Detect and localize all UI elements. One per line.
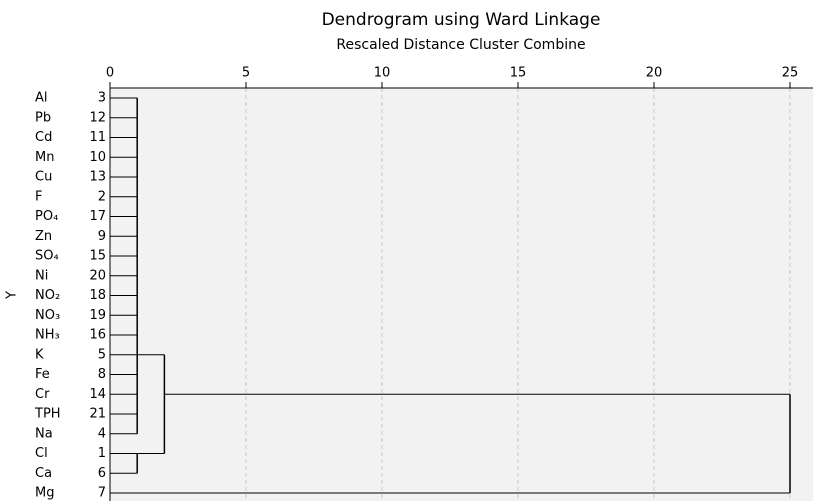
leaf-number: 3	[98, 91, 106, 106]
leaf-name: NH₃	[35, 328, 60, 343]
leaf-number: 6	[98, 466, 106, 481]
leaf-number: 21	[89, 407, 106, 422]
leaf-name: Zn	[35, 229, 52, 244]
leaf-name: Ni	[35, 268, 48, 283]
leaf-number: 15	[89, 249, 106, 264]
leaf-number: 8	[98, 367, 106, 382]
leaf-name: Cl	[35, 446, 48, 461]
leaf-name: Mg	[35, 486, 54, 501]
x-tick-label: 0	[106, 66, 114, 81]
x-tick-label: 5	[242, 66, 250, 81]
leaf-number: 14	[89, 387, 106, 402]
leaf-name: Pb	[35, 110, 51, 125]
leaf-name: TPH	[34, 407, 61, 422]
leaf-name: K	[35, 347, 44, 362]
plot-area	[110, 88, 813, 501]
leaf-number: 1	[98, 446, 106, 461]
leaf-number: 19	[89, 308, 106, 323]
leaf-name: Fe	[35, 367, 50, 382]
leaf-number: 7	[98, 486, 106, 501]
leaf-name: Ca	[35, 466, 52, 481]
chart-subtitle: Rescaled Distance Cluster Combine	[336, 37, 585, 53]
leaf-name: Mn	[35, 150, 54, 165]
leaf-number: 2	[98, 189, 106, 204]
x-tick-label: 10	[374, 66, 391, 81]
x-tick-label: 20	[646, 66, 663, 81]
leaf-name: Cd	[35, 130, 52, 145]
leaf-name: Na	[35, 426, 53, 441]
leaf-name: Cr	[35, 387, 50, 402]
leaf-name: Cu	[35, 170, 52, 185]
leaf-number: 11	[89, 130, 106, 145]
leaf-number: 13	[89, 170, 106, 185]
leaf-number: 17	[89, 209, 106, 224]
leaf-number: 12	[89, 110, 106, 125]
leaf-name: NO₂	[35, 288, 60, 303]
leaf-name: F	[35, 189, 42, 204]
chart-title: Dendrogram using Ward Linkage	[322, 10, 601, 30]
leaf-number: 5	[98, 347, 106, 362]
leaf-name: NO₃	[35, 308, 60, 323]
leaf-name: PO₄	[35, 209, 58, 224]
leaf-number: 9	[98, 229, 106, 244]
leaf-number: 20	[89, 268, 106, 283]
y-axis-label: Y	[5, 291, 20, 300]
leaf-name: Al	[35, 91, 48, 106]
x-tick-label: 25	[782, 66, 799, 81]
leaf-number: 18	[89, 288, 106, 303]
leaf-number: 4	[98, 426, 106, 441]
x-tick-label: 15	[510, 66, 527, 81]
leaf-number: 16	[89, 328, 106, 343]
leaf-name: SO₄	[35, 249, 59, 264]
leaf-number: 10	[89, 150, 106, 165]
